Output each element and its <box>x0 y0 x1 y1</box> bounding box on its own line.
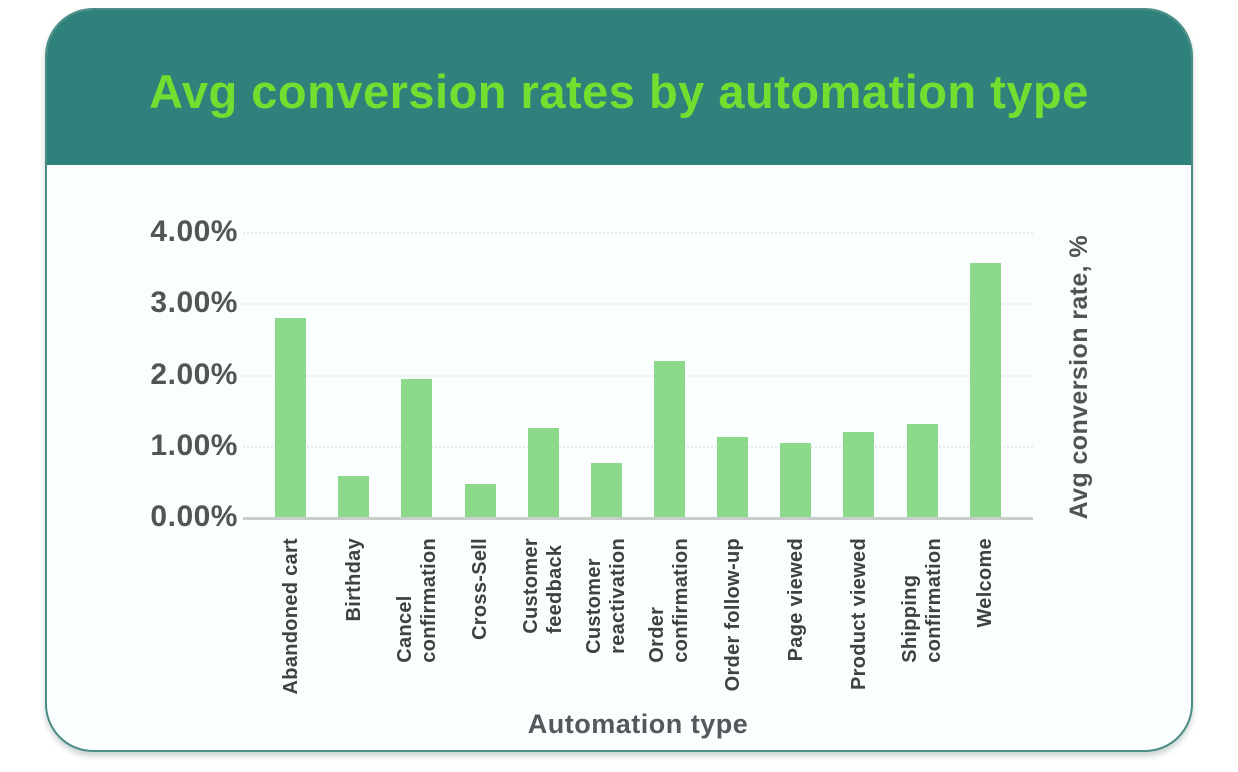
x-tick-label: Birthday <box>338 538 369 716</box>
x-tick-label: Cancel confirmation <box>394 538 440 716</box>
bar <box>590 463 622 517</box>
x-tick-label-text: Customer feedback <box>520 538 567 634</box>
bar <box>780 443 812 517</box>
bar <box>653 361 685 517</box>
y-axis-title-text: Avg conversion rate, % <box>1064 234 1093 520</box>
x-tick-label: Cross-Sell <box>465 538 496 716</box>
x-tick-label: Order confirmation <box>646 538 692 716</box>
bar <box>275 318 307 517</box>
x-tick-label-text: Product viewed <box>847 538 870 691</box>
x-tick-label-text: Welcome <box>974 538 997 628</box>
x-tick-label-text: Cancel confirmation <box>393 538 440 663</box>
gridline <box>243 374 1033 377</box>
x-tick-label: Shipping confirmation <box>899 538 945 716</box>
bar <box>527 428 559 517</box>
bar <box>717 437 749 517</box>
y-tick-label: 0.00% <box>150 500 238 533</box>
gridline <box>243 232 1033 234</box>
x-tick-label-text: Birthday <box>342 538 365 622</box>
bar <box>906 424 938 517</box>
x-tick-label: Product viewed <box>843 538 874 716</box>
bar <box>464 484 496 517</box>
x-tick-label: Abandoned cart <box>275 538 306 716</box>
chart-card: Avg conversion rates by automation type … <box>45 8 1193 752</box>
gridline <box>243 445 1033 448</box>
y-tick-label: 2.00% <box>150 357 238 391</box>
bar <box>969 263 1001 517</box>
x-tick-label: Welcome <box>970 538 1001 716</box>
bar <box>843 432 875 517</box>
x-tick-label-text: Page viewed <box>784 538 807 662</box>
x-tick-label-text: Shipping confirmation <box>899 538 946 663</box>
x-tick-label-text: Abandoned cart <box>279 538 302 695</box>
y-tick-label: 1.00% <box>150 428 238 462</box>
x-tick-label-text: Cross-Sell <box>469 538 492 640</box>
x-axis-line <box>243 517 1033 520</box>
x-axis-tick-labels: Abandoned cart Birthday Cancel confirmation… <box>243 538 1033 716</box>
chart-title: Avg conversion rates by automation type <box>149 65 1089 118</box>
x-tick-label: Customer reactivation <box>583 538 629 716</box>
x-tick-label: Order follow-up <box>717 538 748 716</box>
x-tick-label: Page viewed <box>780 538 811 716</box>
plot-area <box>243 232 1033 520</box>
y-tick-label: 3.00% <box>150 286 238 320</box>
bar <box>401 379 433 517</box>
x-tick-label-text: Customer reactivation <box>583 538 630 654</box>
y-axis-title: Avg conversion rate, % <box>1061 232 1097 522</box>
x-tick-label: Customer feedback <box>520 538 566 716</box>
x-tick-label-text: Order confirmation <box>646 538 693 663</box>
chart-header: Avg conversion rates by automation type <box>47 10 1191 165</box>
bar <box>338 476 370 517</box>
gridline <box>243 303 1033 306</box>
x-tick-label-text: Order follow-up <box>721 538 744 692</box>
bars-container <box>243 232 1033 517</box>
x-axis-title: Automation type <box>527 709 749 739</box>
y-tick-label: 4.00% <box>150 215 238 248</box>
